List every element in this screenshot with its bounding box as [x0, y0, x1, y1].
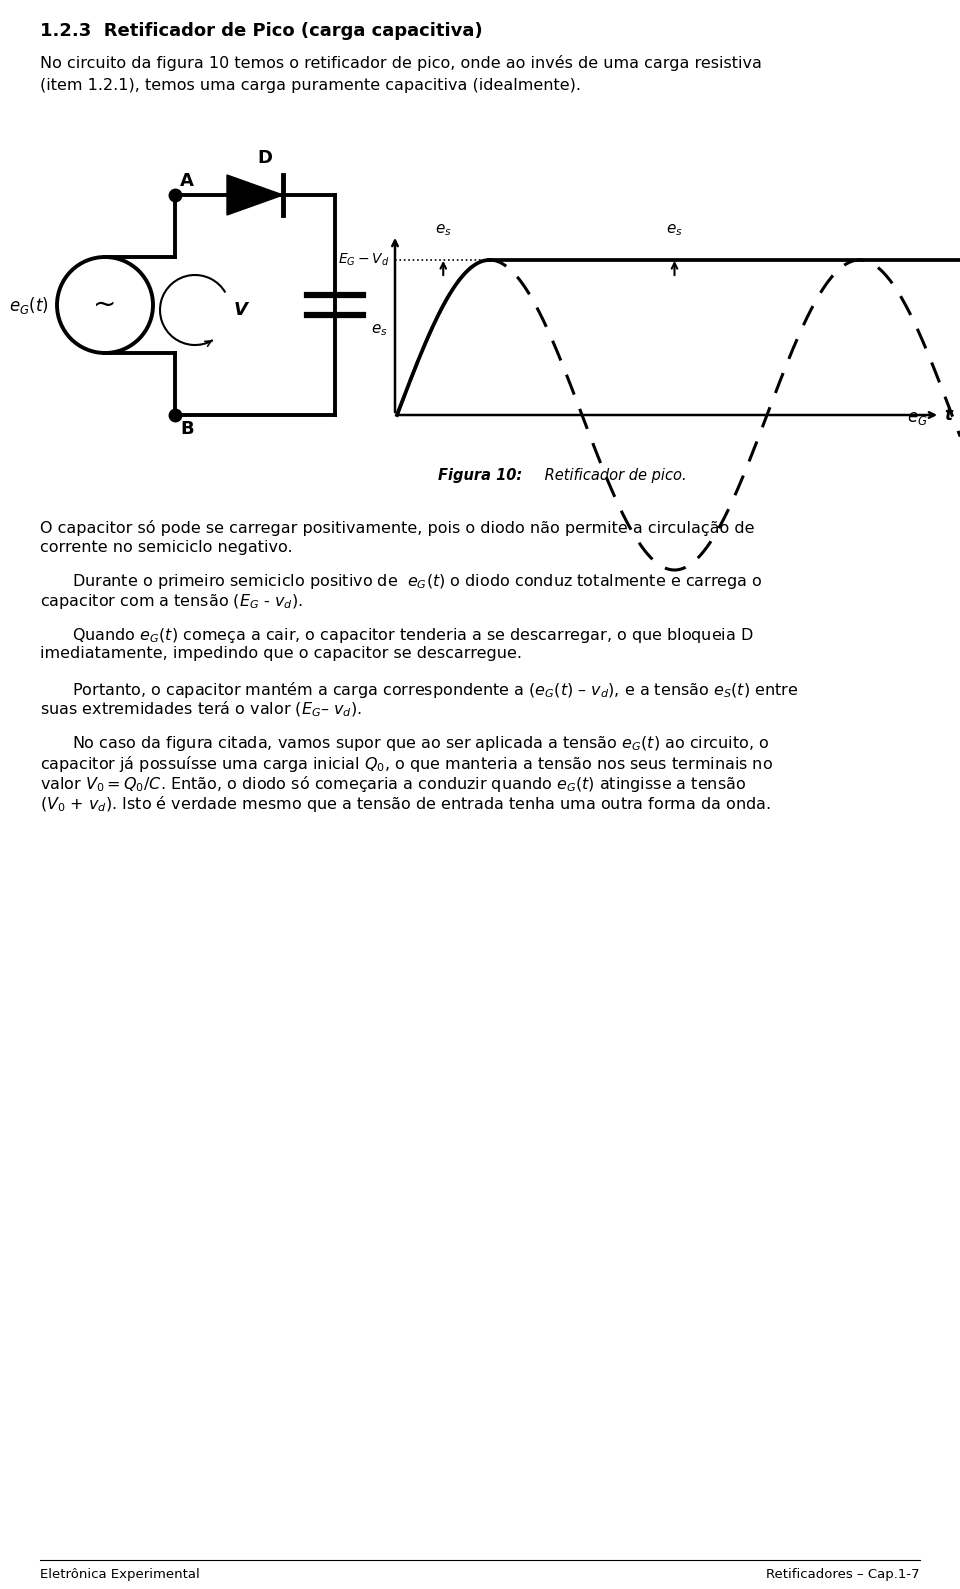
Text: Retificador de pico.: Retificador de pico. [540, 469, 686, 483]
Text: t: t [944, 407, 952, 424]
Text: $E_G - V_d$: $E_G - V_d$ [338, 251, 389, 269]
Text: Figura 10:: Figura 10: [438, 469, 522, 483]
Text: B: B [180, 419, 194, 439]
Text: $e_G(t)$: $e_G(t)$ [10, 294, 49, 316]
Text: $e_s$: $e_s$ [666, 222, 683, 238]
Text: Retificadores – Cap.1-7: Retificadores – Cap.1-7 [766, 1568, 920, 1581]
Text: No caso da figura citada, vamos supor que ao ser aplicada a tensão $e_G(t)$ ao c: No caso da figura citada, vamos supor qu… [72, 734, 769, 753]
Text: Durante o primeiro semiciclo positivo de  $e_G(t)$ o diodo conduz totalmente e c: Durante o primeiro semiciclo positivo de… [72, 572, 762, 591]
Text: O capacitor só pode se carregar positivamente, pois o diodo não permite a circul: O capacitor só pode se carregar positiva… [40, 520, 755, 535]
Text: V: V [234, 300, 248, 319]
Text: valor $V_0 = Q_0/C$. Então, o diodo só começaria a conduzir quando $e_G(t)$ atin: valor $V_0 = Q_0/C$. Então, o diodo só c… [40, 774, 746, 794]
Text: capacitor já possuísse uma carga inicial $Q_0$, o que manteria a tensão nos seus: capacitor já possuísse uma carga inicial… [40, 755, 773, 774]
Text: corrente no semiciclo negativo.: corrente no semiciclo negativo. [40, 540, 293, 555]
Text: 1.2.3  Retificador de Pico (carga capacitiva): 1.2.3 Retificador de Pico (carga capacit… [40, 22, 483, 40]
Text: Portanto, o capacitor mantém a carga correspondente a ($e_G(t)$ – $v_d$), e a te: Portanto, o capacitor mantém a carga cor… [72, 680, 799, 701]
Text: D: D [257, 149, 273, 167]
Text: Quando $e_G(t)$ começa a cair, o capacitor tenderia a se descarregar, o que bloq: Quando $e_G(t)$ começa a cair, o capacit… [72, 626, 754, 645]
Text: $e_s$: $e_s$ [435, 222, 451, 238]
Text: suas extremidades terá o valor ($E_G$– $v_d$).: suas extremidades terá o valor ($E_G$– $… [40, 701, 362, 720]
Text: Eletrônica Experimental: Eletrônica Experimental [40, 1568, 200, 1581]
Text: No circuito da figura 10 temos o retificador de pico, onde ao invés de uma carga: No circuito da figura 10 temos o retific… [40, 56, 762, 92]
Text: imediatamente, impedindo que o capacitor se descarregue.: imediatamente, impedindo que o capacitor… [40, 647, 522, 661]
Polygon shape [227, 175, 283, 215]
Text: A: A [180, 172, 194, 191]
Text: ($V_0$ + $v_d$). Isto é verdade mesmo que a tensão de entrada tenha uma outra fo: ($V_0$ + $v_d$). Isto é verdade mesmo qu… [40, 794, 771, 814]
Text: $e_G$: $e_G$ [907, 408, 928, 427]
Text: capacitor com a tensão ($E_G$ - $v_d$).: capacitor com a tensão ($E_G$ - $v_d$). [40, 593, 303, 612]
Text: $e_s$: $e_s$ [371, 323, 388, 338]
Text: ~: ~ [93, 291, 117, 319]
